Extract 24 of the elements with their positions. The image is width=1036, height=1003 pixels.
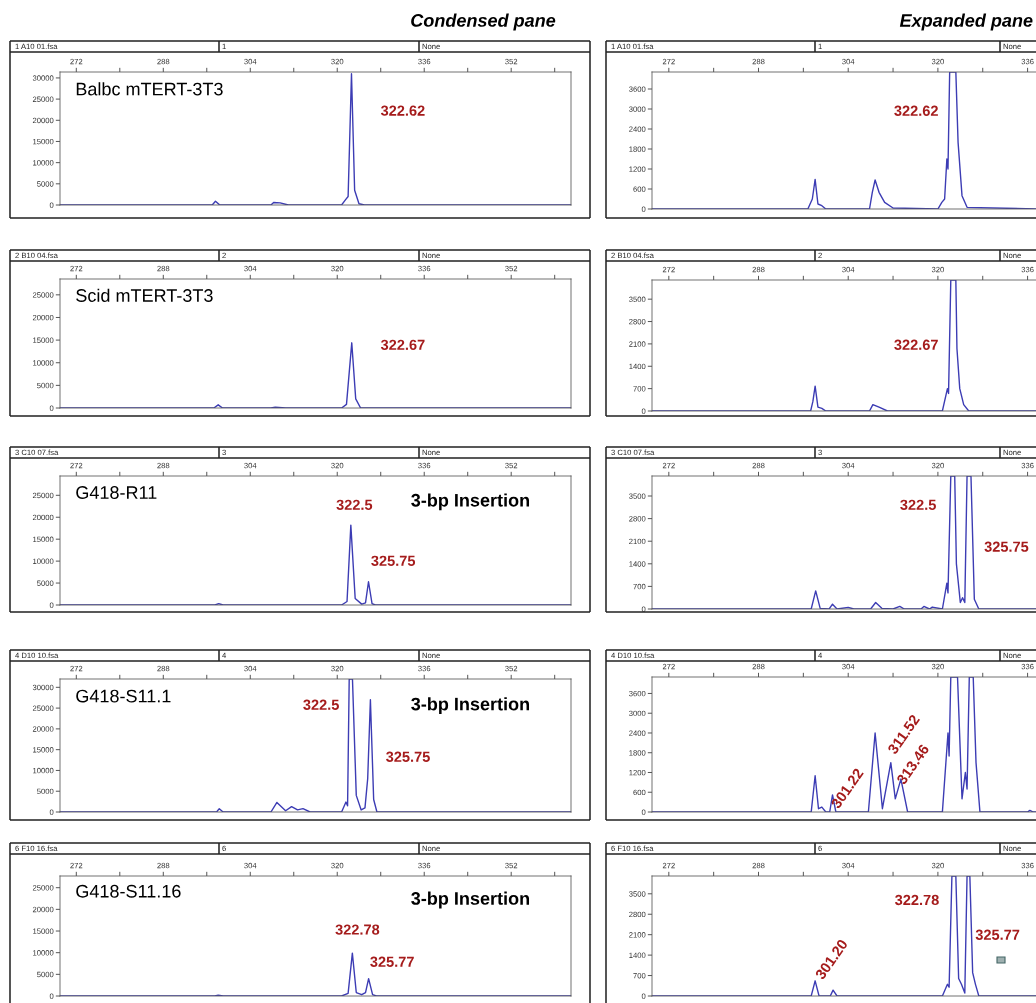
annotation: 322.62 (380, 105, 425, 116)
annotation: 322.62 (894, 105, 938, 116)
annotation: 325.77 (975, 929, 1020, 940)
annotation: 325.75 (371, 555, 416, 566)
annotation: 322.5 (336, 499, 373, 510)
annotation: Scid mTERT-3T3 (76, 288, 213, 302)
annotation: 3-bp Insertion (411, 891, 530, 909)
annotation: 3-bp Insertion (411, 493, 530, 511)
annotation: 3-bp Insertion (411, 697, 530, 715)
chart-title: Condensed pane (411, 13, 556, 31)
annotation: 325.77 (370, 956, 414, 967)
annotation: G418-S11.1 (76, 689, 171, 703)
chart-title: Expanded pane (899, 13, 1033, 31)
annotation: Balbc mTERT-3T3 (76, 82, 223, 96)
annotation: 322.5 (900, 499, 936, 510)
annotation: 325.75 (386, 751, 430, 762)
annotation: 322.78 (335, 924, 380, 935)
annotation: 322.67 (380, 339, 425, 351)
annotation: G418-R11 (76, 486, 157, 499)
annotation: 322.67 (894, 339, 938, 350)
annotation: 325.75 (984, 541, 1029, 552)
annotation: 322.78 (894, 894, 939, 906)
annotation: 322.5 (303, 699, 339, 710)
annotation: G418-S11.16 (76, 884, 181, 898)
